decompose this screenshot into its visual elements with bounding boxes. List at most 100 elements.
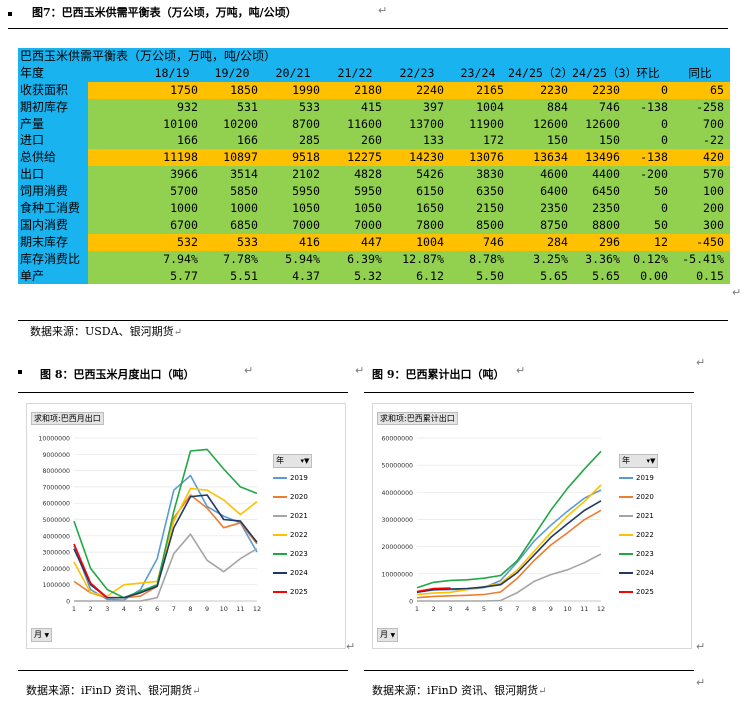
table-row: 收获面积 1750 1850 1990 2180 2240 2165 2230 2230 0 65 (18, 81, 730, 99)
table-cell: 6400 (540, 184, 568, 199)
table-cell: 12600 (533, 116, 568, 131)
legend-label: 2021 (636, 512, 654, 520)
balance-table: 巴西玉米供需平衡表（万公顷，万吨，吨/公顷） 年度 18/19 19/20 20/21… (18, 48, 730, 285)
table-cell: 150 (547, 133, 568, 148)
filter-icon: ▾▼ (300, 457, 310, 465)
legend-swatch (619, 496, 633, 498)
table-cell: 13634 (533, 150, 568, 165)
legend-swatch (273, 572, 287, 574)
table-cell: -258 (696, 99, 724, 114)
y-tick-label: 0 (66, 599, 70, 606)
x-tick-label: 12 (253, 605, 261, 613)
row-label: 收获面积 (18, 81, 88, 99)
legend-item-2021: 2021 (273, 512, 308, 521)
table-cell: 12 (654, 234, 668, 249)
header-cell: 18/19 (154, 65, 190, 80)
y-tick-label: 5000000 (42, 517, 70, 524)
fig9-month-filter[interactable]: 月 ▼ (377, 628, 399, 642)
table-cell: 50 (654, 217, 668, 232)
table-cell: 150 (599, 133, 620, 148)
fig8-field-badge[interactable]: 求和项:巴西月出口 (31, 412, 104, 425)
paragraph-mark: ↵ (346, 640, 356, 653)
table-cell: 1650 (416, 201, 444, 216)
legend-label: 2019 (290, 474, 308, 482)
y-tick-label: 1000000 (42, 582, 70, 589)
fig8-top-rule (18, 392, 348, 393)
legend-swatch (273, 534, 287, 536)
table-cell: -138 (640, 99, 668, 114)
fig7-source: 数据来源：USDA、银河期货↵ (30, 325, 182, 338)
filter-icon: ▾▼ (646, 457, 656, 465)
legend-label: 2022 (636, 531, 654, 539)
row-label: 国内消费 (18, 216, 88, 234)
series-line-2022 (416, 484, 602, 596)
y-tick-label: 8000000 (42, 468, 70, 475)
x-tick-label: 2 (89, 605, 93, 613)
fig9-legend-filter[interactable]: 年 ▾▼ (619, 454, 659, 468)
legend-item-2019: 2019 (273, 474, 308, 483)
table-cell: 0 (661, 82, 668, 97)
table-cell: 0 (661, 133, 668, 148)
table-cell: 200 (703, 201, 724, 216)
series-line-2024 (416, 500, 602, 594)
table-cell: 2350 (592, 201, 620, 216)
table-cell: 3966 (170, 167, 198, 182)
series-line-2021 (417, 553, 602, 602)
paragraph-mark: ↵ (516, 364, 526, 377)
table-row: 期初库存 932 531 533 415 397 1004 884 746 -138 -258 (18, 98, 730, 116)
table-cell: 133 (423, 133, 444, 148)
table-cell: 5.65 (540, 268, 568, 283)
fig9-field-badge[interactable]: 求和项:巴西累计出口 (377, 412, 458, 425)
table-cell: 166 (177, 133, 198, 148)
table-cell: 6150 (416, 184, 444, 199)
table-cell: 284 (547, 234, 568, 249)
legend-swatch (273, 515, 287, 517)
header-cell: 年度 (18, 64, 88, 82)
table-cell: 8800 (592, 217, 620, 232)
legend-label: 2024 (636, 569, 654, 577)
fig8-bottom-rule (18, 670, 348, 671)
row-fill (88, 200, 730, 217)
header-cell: 20/21 (275, 65, 311, 80)
table-cell: 5700 (170, 184, 198, 199)
row-fill (88, 216, 730, 234)
table-cell: 5.50 (476, 268, 504, 283)
table-cell: 746 (483, 234, 504, 249)
table-cell: 0 (661, 116, 668, 131)
table-cell: 0.15 (696, 268, 724, 283)
x-tick-label: 3 (105, 605, 109, 613)
table-cell: 884 (547, 99, 568, 114)
table-row: 国内消费 6700 6850 7000 7000 7800 8500 8750 8800 50 30… (18, 216, 730, 234)
series-line-2022 (73, 487, 258, 597)
table-cell: 415 (361, 99, 382, 114)
x-tick-label: 2 (432, 605, 436, 613)
y-tick-label: 40000000 (382, 490, 414, 497)
fig8-legend-filter[interactable]: 年 ▾▼ (273, 454, 313, 468)
legend-label: 2019 (636, 474, 654, 482)
month-label: 月 (34, 630, 42, 639)
row-fill (88, 166, 730, 184)
table-cell: 0.12% (633, 251, 668, 266)
header-cell: 环比 (636, 65, 660, 80)
legend-item-2020: 2020 (619, 493, 654, 502)
row-label: 库存消费比 (18, 250, 88, 268)
dropdown-icon: ▼ (44, 632, 50, 639)
table-cell: 172 (483, 133, 504, 148)
legend-item-2023: 2023 (619, 550, 654, 559)
table-cell: 11600 (347, 116, 382, 131)
legend-item-2024: 2024 (273, 569, 308, 578)
series-line-2019 (73, 474, 258, 601)
table-cell: 1850 (230, 82, 258, 97)
fig8-month-filter[interactable]: 月 ▼ (31, 628, 53, 642)
row-fill (88, 132, 730, 150)
table-cell: 416 (299, 234, 320, 249)
x-tick-label: 9 (549, 605, 553, 613)
table-cell: 3830 (476, 167, 504, 182)
header-cell: 23/24 (460, 65, 496, 80)
y-tick-label: 2000000 (42, 566, 70, 573)
fig8-chart: 求和项:巴西月出口 0 1000000 2000000 3000000 4000000 5… (26, 403, 346, 649)
x-tick-label: 5 (482, 605, 486, 613)
table-cell: 10200 (223, 116, 258, 131)
table-cell: 8500 (476, 217, 504, 232)
table-title: 巴西玉米供需平衡表（万公顷，万吨，吨/公顷） (20, 49, 277, 63)
